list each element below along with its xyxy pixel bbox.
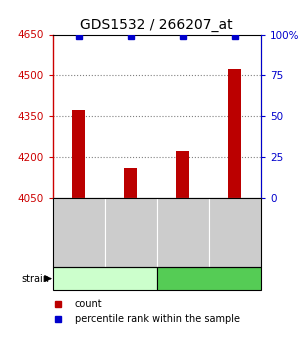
Text: GSM45278: GSM45278 xyxy=(230,210,239,256)
Bar xyxy=(105,198,157,267)
Bar xyxy=(124,168,137,198)
Bar xyxy=(72,110,85,198)
Bar xyxy=(52,198,261,267)
Bar xyxy=(52,198,105,267)
Bar xyxy=(176,150,189,198)
Text: strain: strain xyxy=(22,274,50,284)
Title: GDS1532 / 266207_at: GDS1532 / 266207_at xyxy=(80,18,233,32)
Bar xyxy=(228,69,242,198)
Text: GSM45209: GSM45209 xyxy=(126,210,135,256)
Text: GSM45208: GSM45208 xyxy=(74,210,83,256)
Text: count: count xyxy=(75,299,103,308)
Bar xyxy=(52,267,157,290)
Text: GSM45231: GSM45231 xyxy=(178,210,187,256)
Text: percentile rank within the sample: percentile rank within the sample xyxy=(75,314,240,324)
Text: wild-type: wild-type xyxy=(82,274,127,284)
Text: AOX anti-sense: AOX anti-sense xyxy=(172,274,246,284)
Bar xyxy=(209,198,261,267)
Bar xyxy=(157,267,261,290)
Bar xyxy=(157,198,209,267)
